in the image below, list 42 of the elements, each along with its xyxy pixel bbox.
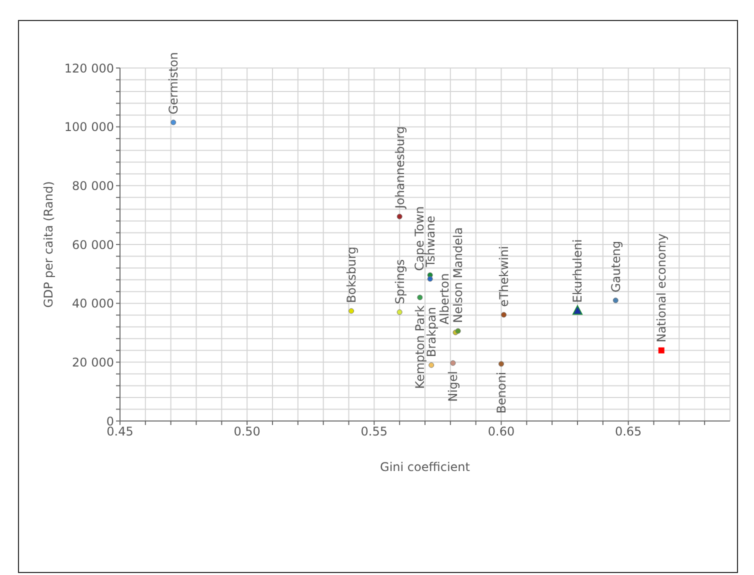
text: Cape Town: [412, 206, 426, 271]
text: eThekwini: [496, 246, 511, 307]
text: Johannesburg: [392, 126, 407, 210]
y-tick-label: 80 000: [72, 178, 114, 193]
x-tick-label: 0.65: [614, 424, 642, 439]
y-axis-title: GDP per caita (Rand): [41, 181, 56, 308]
y-tick-label: 100 000: [64, 120, 114, 134]
point: [417, 294, 423, 300]
point: [498, 361, 504, 367]
point: [396, 309, 402, 315]
point: [170, 120, 176, 126]
point: [455, 328, 461, 334]
point: [428, 362, 434, 368]
text: Benoni: [494, 372, 508, 414]
text: Nelson Mandela: [451, 227, 466, 323]
text: Kempton Park: [413, 305, 428, 389]
y-tick-label: 40 000: [72, 296, 114, 311]
x-tick-label: 0.60: [488, 424, 515, 439]
text: Boksburg: [344, 246, 358, 303]
y-tick-label: 120 000: [64, 61, 114, 76]
point: [450, 360, 456, 366]
point: [612, 298, 618, 304]
x-tick-label: 0.45: [106, 424, 134, 439]
text: Alberton: [438, 273, 452, 324]
point: [427, 276, 433, 282]
y-tick-label: 20 000: [72, 355, 114, 370]
text: Brakpan: [424, 307, 439, 358]
text: Ekurhuleni: [570, 239, 585, 303]
text: Gauteng: [608, 240, 623, 292]
x-axis-title: Gini coefficient: [380, 460, 470, 474]
point: [396, 214, 402, 220]
text: National economy: [654, 234, 669, 342]
y-tick-label: 60 000: [72, 238, 114, 252]
point: [658, 347, 664, 354]
text: Germiston: [166, 52, 181, 114]
text: Springs: [392, 259, 407, 304]
x-tick-label: 0.55: [360, 424, 388, 439]
x-tick-label: 0.50: [234, 424, 260, 439]
text: Nigel: [446, 371, 460, 402]
point: [501, 312, 507, 318]
point: [348, 308, 354, 314]
point: [572, 305, 582, 315]
